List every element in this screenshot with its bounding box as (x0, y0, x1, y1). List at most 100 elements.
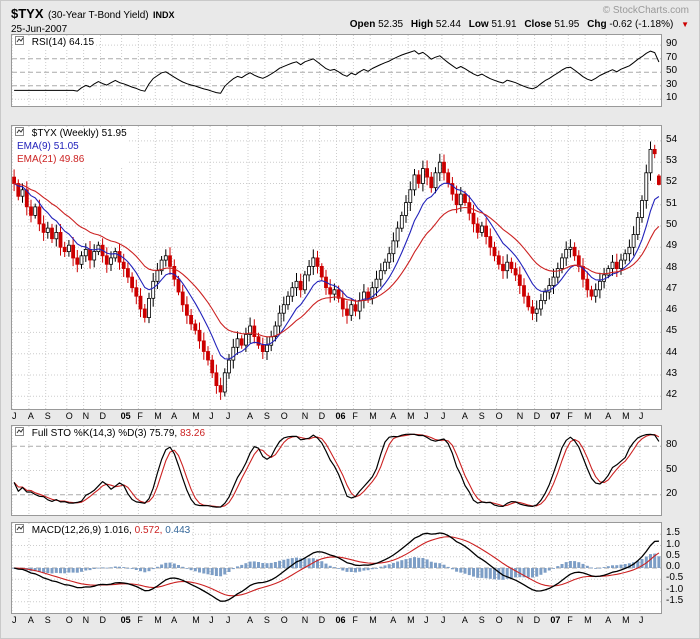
symbol: $TYX (11, 6, 44, 21)
month-label: J (638, 615, 644, 625)
month-label: 07 (550, 411, 561, 421)
month-label: A (461, 615, 468, 625)
rsi-label: RSI(14) (31, 37, 67, 48)
month-label: M (154, 411, 162, 421)
close-value: 51.95 (554, 19, 580, 30)
month-label: M (622, 615, 630, 625)
month-label: M (369, 615, 377, 625)
axis-tick-label: 0.0 (666, 561, 680, 572)
price-panel-svg (12, 126, 661, 409)
month-label: 07 (550, 615, 561, 625)
month-label: D (533, 615, 541, 625)
axis-tick-label: 20 (666, 487, 678, 499)
open-value: 52.35 (378, 19, 404, 30)
price-legend-value: 51.95 (101, 128, 127, 139)
month-label: M (622, 411, 630, 421)
month-label: M (584, 615, 592, 625)
month-label: A (247, 411, 254, 421)
axis-tick-label: 53 (666, 155, 678, 167)
price-legend-row: $TYX (Weekly) 51.95 (15, 127, 127, 140)
chg-value: -0.62 (-1.18%) (609, 19, 674, 30)
month-label: J (638, 411, 644, 421)
month-label: M (154, 615, 162, 625)
axis-tick-label: 1.5 (666, 527, 680, 539)
month-label: O (495, 615, 503, 625)
month-label: N (301, 615, 309, 625)
month-label: 05 (120, 411, 131, 421)
exchange-tag: INDX (153, 10, 175, 20)
month-label: J (225, 411, 231, 421)
high-value: 52.44 (435, 19, 461, 30)
symbol-name: (30-Year T-Bond Yield) (47, 10, 149, 21)
month-label: M (407, 615, 415, 625)
macd-label: MACD(12,26,9) (31, 525, 102, 536)
right-axis: 90 70 50 30 10 54 53 52 51 50 49 48 47 46 45 44 43 42 80 50… (666, 1, 699, 638)
axis-tick-label: -1.5 (666, 594, 684, 606)
axis-tick-label: 52 (666, 176, 678, 188)
price-panel: $TYX (Weekly) 51.95 EMA(9) 51.05 EMA(21)… (11, 125, 662, 410)
month-label: J (12, 615, 17, 625)
header-left: $TYX (30-Year T-Bond Yield) INDX 25-Jun-… (11, 5, 689, 35)
axis-tick-label: 48 (666, 261, 678, 273)
month-label: M (192, 411, 200, 421)
header-right: © StockCharts.com Open 52.35 High 52.44 … (350, 5, 689, 30)
axis-tick-label: 90 (666, 38, 678, 50)
macd-hist-value: 0.443 (165, 525, 191, 536)
month-label: N (82, 411, 90, 421)
month-label: M (584, 411, 592, 421)
month-label: F (137, 411, 143, 421)
ema9-legend: EMA(9) 51.05 (17, 140, 127, 153)
month-label: O (65, 615, 73, 625)
chart-header: $TYX (30-Year T-Bond Yield) INDX 25-Jun-… (11, 5, 689, 35)
month-label: M (407, 411, 415, 421)
axis-tick-label: 50 (666, 219, 678, 230)
month-label: A (27, 615, 34, 625)
axis-tick-label: 45 (666, 325, 678, 337)
month-label: A (171, 411, 178, 421)
high-label: High (410, 19, 434, 30)
low-value: 51.91 (491, 19, 517, 30)
sto-panel-svg (12, 426, 661, 515)
month-label: J (12, 411, 17, 421)
axis-tick-label: 10 (666, 92, 678, 104)
price-legend-label: $TYX (Weekly) (31, 128, 99, 139)
month-label: S (263, 411, 270, 421)
axis-tick-label: 47 (666, 282, 678, 294)
month-label: M (192, 615, 200, 625)
month-label: 05 (120, 615, 131, 625)
sto-panel: Full STO %K(14,3) %D(3) 75.79, 83.26 (11, 425, 662, 516)
axis-tick-label: 30 (666, 78, 678, 90)
rsi-value: 64.15 (69, 37, 95, 48)
month-label: J (225, 615, 231, 625)
month-label: S (478, 615, 485, 625)
ema21-legend: EMA(21) 49.86 (17, 153, 127, 166)
sto-legend: Full STO %K(14,3) %D(3) 75.79, 83.26 (15, 427, 208, 440)
month-label: S (44, 615, 51, 625)
chg-label: Chg (587, 19, 607, 30)
sto-d-value: 83.26 (180, 428, 206, 439)
month-label: J (440, 411, 446, 421)
macd-panel-svg (12, 523, 661, 613)
rsi-panel-svg (12, 35, 661, 106)
month-label: A (171, 615, 178, 625)
month-label: N (82, 615, 90, 625)
ema9-label: EMA(9) (17, 141, 51, 152)
macd-line-value: 1.016, (104, 525, 132, 536)
low-label: Low (468, 19, 489, 30)
axis-tick-label: 50 (666, 463, 678, 475)
month-label: A (605, 411, 612, 421)
month-label: N (516, 411, 524, 421)
month-label: J (424, 411, 429, 421)
month-label: D (99, 615, 107, 625)
axis-tick-label: 80 (666, 439, 678, 451)
title-line: $TYX (30-Year T-Bond Yield) INDX (11, 5, 689, 23)
axis-tick-label: 0.5 (666, 549, 680, 561)
axis-tick-label: -0.5 (666, 572, 684, 584)
month-label: J (440, 615, 446, 625)
chart-date: 25-Jun-2007 (11, 24, 68, 35)
month-label: A (247, 615, 254, 625)
month-label: 06 (335, 411, 346, 421)
rsi-panel-icon (15, 36, 26, 46)
month-label: D (533, 411, 541, 421)
month-label: F (567, 411, 573, 421)
